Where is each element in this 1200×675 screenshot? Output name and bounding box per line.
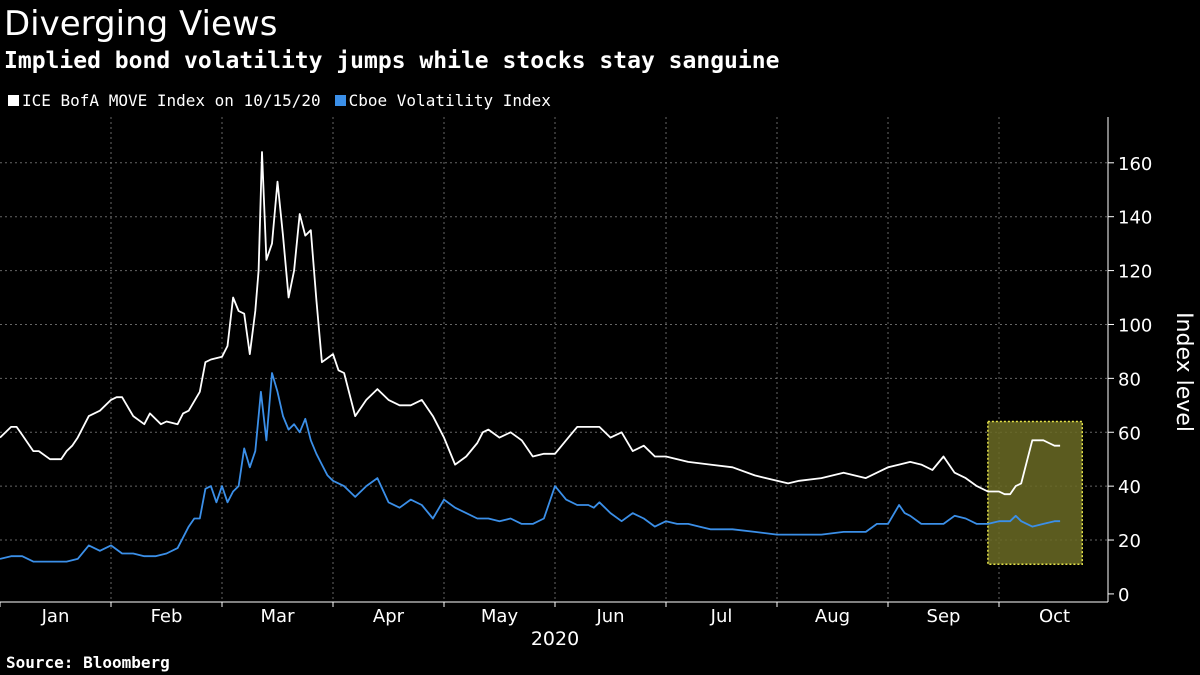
x-tick-label: Apr: [373, 606, 405, 627]
x-tick-label: Sep: [927, 606, 961, 627]
x-tick-label: May: [481, 606, 519, 627]
y-tick-label: 20: [1118, 531, 1141, 552]
x-tick-label: Jan: [41, 606, 70, 627]
x-tick-label: Oct: [1039, 606, 1070, 627]
series-line-move: [0, 151, 1061, 496]
chart-title: Diverging Views: [4, 4, 278, 44]
axes: 0 20 40 60 80 100 120 140 160 Jan Feb Mar Apr May Jun J…: [0, 117, 1152, 627]
x-tick-label: Feb: [151, 606, 183, 627]
legend-swatch-move: [8, 94, 19, 106]
chart-subtitle: Implied bond volatility jumps while stoc…: [4, 48, 780, 74]
y-tick-label: 0: [1118, 585, 1129, 606]
x-tick-label: Jul: [710, 606, 733, 627]
legend-item-vix: Cboe Volatility Index: [334, 90, 551, 110]
y-tick-label: 60: [1118, 423, 1141, 444]
series-lines: [0, 151, 1061, 563]
x-tick-label: Jun: [595, 606, 624, 627]
y-tick-label: 140: [1118, 208, 1152, 229]
y-tick-label: 40: [1118, 477, 1141, 498]
source-note: Source: Bloomberg: [6, 653, 170, 672]
x-tick-label: Aug: [815, 606, 850, 627]
legend-label-vix: Cboe Volatility Index: [348, 90, 551, 110]
grid: [0, 117, 1108, 602]
legend-item-move: ICE BofA MOVE Index on 10/15/20: [8, 91, 321, 110]
legend-swatch-vix: [334, 94, 346, 106]
y-tick-label: 120: [1118, 262, 1152, 283]
y-tick-label: 160: [1118, 154, 1152, 175]
y-tick-label: 100: [1118, 315, 1152, 336]
x-tick-label: Mar: [261, 606, 296, 627]
y-axis-title: Index level: [1171, 312, 1196, 432]
y-tick-label: 80: [1118, 369, 1141, 390]
x-axis-title: 2020: [531, 628, 579, 650]
legend: ICE BofA MOVE Index on 10/15/20 Cboe Vol…: [8, 89, 565, 111]
legend-label-move: ICE BofA MOVE Index on 10/15/20: [22, 90, 321, 110]
series-line-vix: [0, 372, 1061, 563]
